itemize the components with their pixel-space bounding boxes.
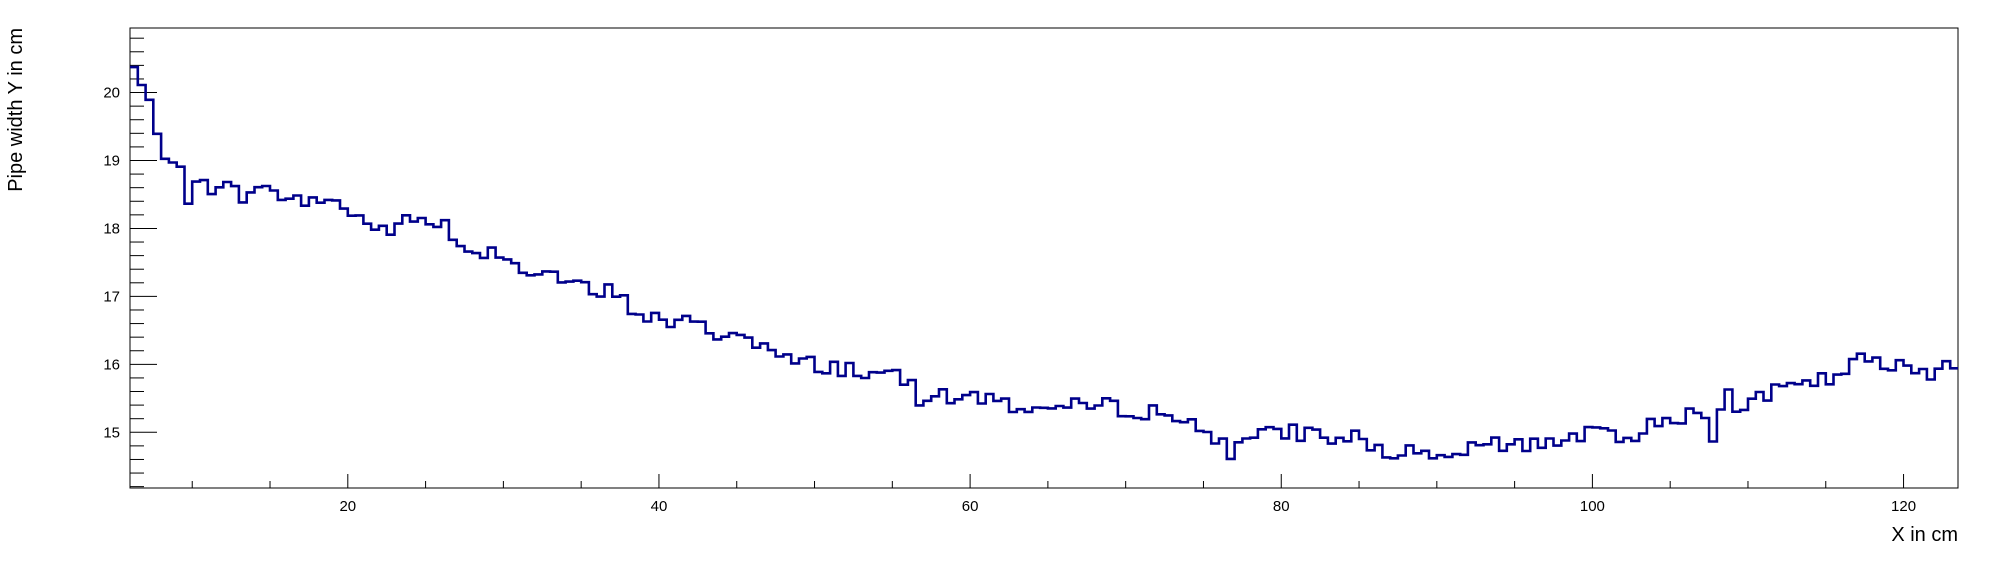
plot-frame	[129, 27, 1959, 489]
y-tick-label: 17	[103, 288, 120, 305]
data-series	[130, 65, 1958, 461]
y-axis: 15 16 17 18 19 20	[103, 37, 157, 488]
x-axis: 20 40 60 80 100 120	[191, 474, 1916, 515]
y-axis-title: Pipe width Y in cm	[5, 28, 27, 192]
y-tick-label: 16	[103, 356, 120, 373]
y-tick-label: 19	[103, 152, 120, 169]
series-step-line	[130, 65, 1958, 461]
x-tick-label: 100	[1580, 498, 1605, 515]
x-tick-label: 80	[1273, 498, 1290, 515]
y-tick-label: 15	[103, 424, 120, 441]
x-tick-label: 60	[962, 498, 979, 515]
y-tick-label: 18	[103, 220, 120, 237]
x-tick-label: 120	[1891, 498, 1916, 515]
x-axis-title: X in cm	[1891, 524, 1958, 546]
x-tick-label: 20	[339, 498, 356, 515]
x-tick-label: 40	[651, 498, 668, 515]
y-tick-label: 20	[103, 85, 120, 102]
